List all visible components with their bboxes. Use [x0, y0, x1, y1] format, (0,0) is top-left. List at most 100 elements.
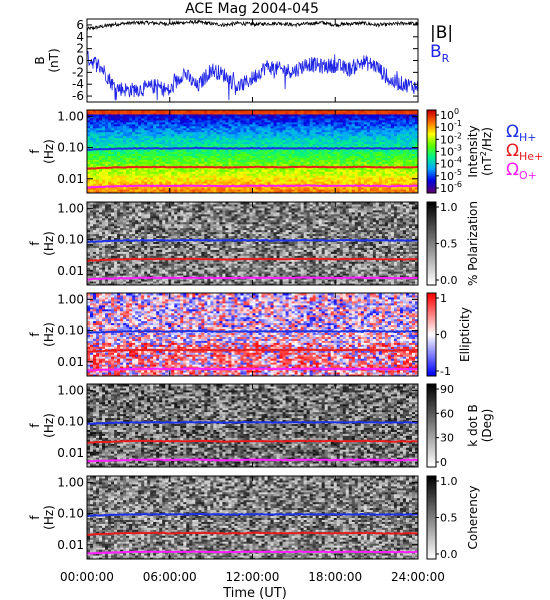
heat-cell [159, 157, 163, 160]
heat-cell [192, 123, 196, 127]
heat-cell [132, 139, 136, 143]
heat-cell [108, 133, 112, 137]
heat-cell [348, 171, 353, 174]
heat-cell [351, 175, 356, 178]
heat-cell [111, 110, 115, 113]
heat-cell [87, 111, 91, 115]
heat-cell [114, 139, 118, 143]
heat-cell [210, 139, 214, 143]
heat-cell [348, 189, 353, 192]
heat-cell [354, 169, 359, 172]
heat-cell [261, 143, 266, 147]
heat-cell [324, 127, 329, 131]
heat-cell [336, 111, 341, 115]
heat-cell [339, 151, 344, 154]
heat-cell [150, 129, 154, 133]
heat-cell [264, 135, 269, 139]
heat-cell [90, 123, 94, 127]
heat-cell [186, 179, 190, 182]
heat-cell [165, 153, 169, 156]
heat-cell [204, 169, 208, 172]
heat-cell [99, 117, 103, 121]
heat-cell [114, 177, 118, 180]
heat-cell [159, 125, 163, 129]
heat-cell [267, 191, 272, 194]
heat-cell [228, 115, 232, 119]
heat-cell [174, 139, 178, 143]
heat-cell [96, 133, 100, 137]
heat-cell [324, 167, 329, 170]
heat-cell [153, 167, 157, 170]
heat-cell [309, 110, 314, 113]
heat-cell [309, 171, 314, 174]
heat-cell [192, 143, 196, 147]
heat-cell [207, 113, 211, 117]
heat-cell [96, 171, 100, 174]
heat-cell [360, 161, 365, 164]
heat-cell [285, 169, 290, 172]
heat-cell [294, 145, 299, 149]
heat-cell [282, 143, 287, 147]
heat-cell [126, 135, 130, 139]
heat-cell [198, 149, 202, 152]
heat-cell [339, 135, 344, 139]
heat-cell [135, 135, 139, 139]
heat-cell [348, 113, 353, 117]
heat-cell [96, 173, 100, 176]
heat-cell [240, 137, 244, 141]
heat-cell [345, 187, 350, 190]
heat-cell [150, 123, 154, 127]
heat-cell [315, 177, 320, 180]
heat-cell [240, 110, 244, 113]
heat-cell [216, 129, 220, 133]
heat-cell [297, 151, 302, 154]
heat-cell [222, 133, 226, 137]
heat-cell [249, 167, 253, 170]
heat-cell [264, 151, 269, 154]
heat-cell [174, 127, 178, 131]
heat-cell [228, 177, 232, 180]
heat-cell [360, 173, 365, 176]
heat-cell [303, 157, 308, 160]
heat-cell [216, 173, 220, 176]
heat-cell [330, 159, 335, 162]
heat-cell [165, 189, 169, 192]
heat-cell [234, 143, 238, 147]
heat-cell [162, 169, 166, 172]
heat-cell [186, 181, 190, 184]
heat-cell [303, 171, 308, 174]
heat-cell [174, 145, 178, 149]
heat-cell [144, 151, 148, 154]
colorbar-unit: (nT2/Hz) [479, 127, 494, 176]
heat-cell [213, 123, 217, 127]
heat-cell [270, 175, 275, 178]
heat-cell [318, 125, 323, 129]
heat-cell [360, 129, 365, 133]
heat-cell [213, 155, 217, 158]
heat-cell [204, 141, 208, 145]
heat-cell [138, 121, 142, 125]
heat-cell [330, 151, 335, 154]
heat-cell [201, 125, 205, 129]
heat-cell [114, 157, 118, 160]
heat-cell [258, 159, 263, 162]
heat-cell [87, 110, 91, 113]
heat-cell [270, 137, 275, 141]
heat-cell [312, 115, 317, 119]
heat-cell [138, 183, 142, 186]
heat-cell [327, 129, 332, 133]
heat-cell [231, 163, 235, 166]
heat-cell [255, 131, 260, 135]
heat-cell [204, 177, 208, 180]
heat-cell [207, 187, 211, 190]
heat-cell [306, 167, 311, 170]
heat-cell [174, 113, 178, 117]
heat-cell [261, 151, 266, 154]
heat-cell [222, 149, 226, 152]
heat-cell [153, 149, 157, 152]
heat-cell [231, 177, 235, 180]
heat-cell [99, 151, 103, 154]
heat-cell [120, 123, 124, 127]
heat-cell [252, 133, 257, 137]
heat-cell [159, 121, 163, 125]
